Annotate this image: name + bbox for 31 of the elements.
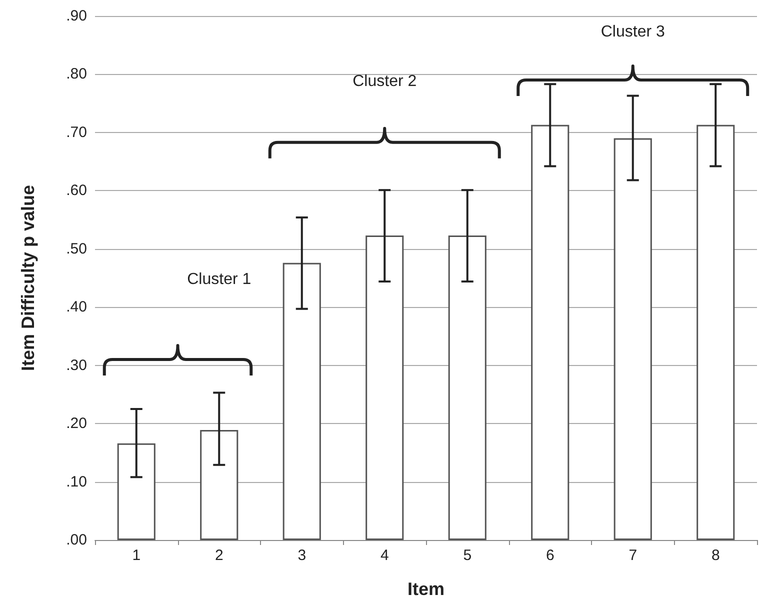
y-tick-label: .10	[66, 473, 87, 490]
y-tick-label: .60	[66, 182, 87, 200]
annotation: Cluster 1	[187, 270, 252, 288]
x-tick-label: 6	[546, 547, 554, 564]
bar	[117, 443, 156, 540]
x-tick-label: 8	[711, 547, 720, 564]
annotation: Cluster 3	[600, 23, 665, 40]
y-tick-label: .50	[66, 240, 87, 258]
y-tick-label: .90	[66, 8, 87, 24]
bar	[200, 430, 238, 540]
bar	[282, 262, 321, 540]
x-tick-label: 3	[298, 547, 306, 564]
x-tick-label: 7	[628, 547, 638, 564]
y-tick-label: .00	[66, 532, 87, 548]
y-tick-label: .70	[66, 124, 87, 141]
x-tick-label: 5	[463, 547, 472, 564]
x-tick-label: 2	[214, 547, 224, 564]
y-axis-title: Item Difficulty p value	[18, 184, 38, 372]
annotation: Cluster 2	[352, 72, 417, 90]
bar	[366, 236, 404, 540]
x-tick-label: 1	[132, 547, 141, 564]
y-tick-label: .40	[66, 298, 87, 316]
y-tick-label: .30	[66, 356, 87, 374]
x-axis-title: Item	[407, 579, 445, 599]
bar	[696, 124, 735, 540]
bar	[614, 138, 652, 540]
y-tick-label: .20	[66, 415, 87, 432]
bar	[531, 124, 570, 540]
y-tick-label: .80	[66, 66, 87, 83]
x-tick-label: 4	[380, 547, 389, 564]
bar	[448, 236, 486, 540]
